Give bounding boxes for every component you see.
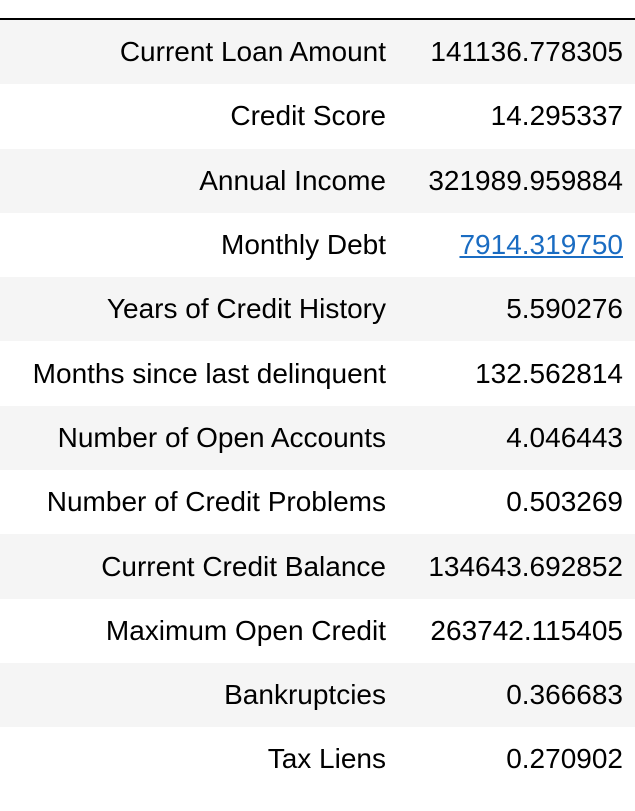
table-row: Annual Income 321989.959884: [0, 148, 635, 213]
table-row: Bankruptcies 0.366683: [0, 662, 635, 728]
row-label: Number of Open Accounts: [57, 421, 386, 453]
row-label: Years of Credit History: [106, 293, 386, 325]
row-value: 0.366683: [506, 679, 623, 711]
row-label: Number of Credit Problems: [46, 486, 386, 518]
row-value: 0.270902: [506, 743, 623, 775]
row-label: Current Loan Amount: [119, 36, 386, 68]
table-row: Maximum Open Credit 263742.115405: [0, 598, 635, 663]
row-value: 132.562814: [475, 357, 623, 389]
row-label: Annual Income: [199, 164, 386, 196]
statistics-table: Current Loan Amount 141136.778305 Credit…: [0, 18, 635, 792]
row-value: 5.590276: [506, 293, 623, 325]
row-value: 0.503269: [506, 486, 623, 518]
table-row: Current Loan Amount 141136.778305: [0, 20, 635, 85]
monthly-debt-link[interactable]: 7914.319750: [459, 229, 623, 261]
row-label: Current Credit Balance: [101, 550, 386, 582]
table-row: Credit Score 14.295337: [0, 84, 635, 149]
row-value: 321989.959884: [428, 164, 623, 196]
table-row: Current Credit Balance 134643.692852: [0, 534, 635, 599]
row-value: 14.295337: [490, 100, 623, 132]
table-row: Months since last delinquent 132.562814: [0, 341, 635, 406]
row-label: Maximum Open Credit: [105, 614, 386, 646]
row-value: 134643.692852: [428, 550, 623, 582]
row-value: 141136.778305: [430, 36, 623, 68]
table-row: Years of Credit History 5.590276: [0, 277, 635, 342]
table-row: Tax Liens 0.270902: [0, 727, 635, 792]
row-label: Credit Score: [230, 100, 386, 132]
table-row: Number of Open Accounts 4.046443: [0, 405, 635, 471]
row-value: 263742.115405: [430, 614, 623, 646]
row-label: Months since last delinquent: [32, 357, 386, 389]
row-label: Monthly Debt: [221, 229, 386, 261]
row-label: Tax Liens: [267, 743, 386, 775]
table-row: Monthly Debt 7914.319750: [0, 212, 635, 278]
row-value: 4.046443: [506, 421, 623, 453]
row-label: Bankruptcies: [224, 679, 386, 711]
table-row: Number of Credit Problems 0.503269: [0, 470, 635, 535]
